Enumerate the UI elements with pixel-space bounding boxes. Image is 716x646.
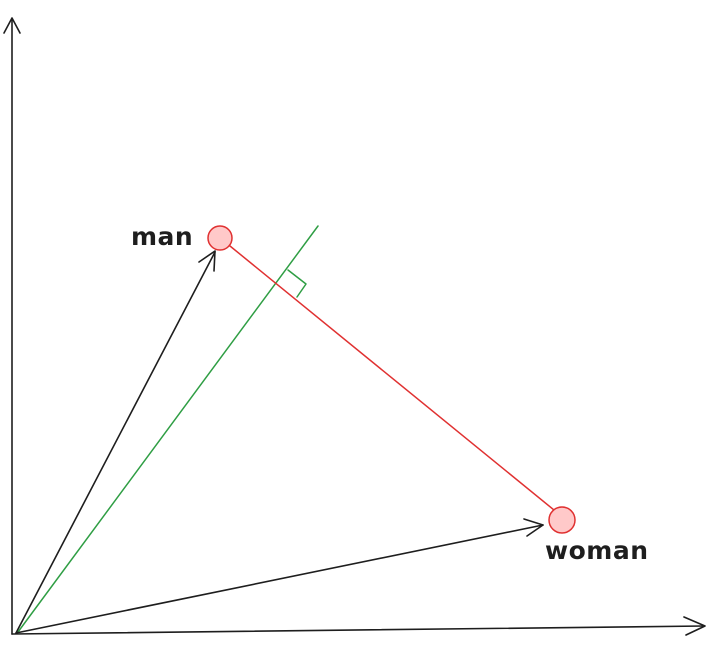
x-axis-arrowhead bbox=[683, 616, 706, 636]
difference-line bbox=[229, 245, 555, 511]
woman-label: woman bbox=[545, 536, 649, 565]
man-point bbox=[207, 225, 233, 251]
man-label: man bbox=[131, 222, 194, 251]
x-axis bbox=[11, 625, 705, 635]
perpendicular-line bbox=[17, 225, 319, 633]
woman-vector bbox=[15, 524, 544, 634]
right-angle-marker bbox=[287, 269, 307, 298]
y-axis-arrowhead bbox=[3, 17, 21, 34]
man-vector bbox=[15, 251, 216, 634]
man-vector-arrowhead bbox=[198, 250, 216, 272]
woman-vector-arrowhead bbox=[523, 518, 544, 537]
woman-point bbox=[548, 506, 576, 534]
